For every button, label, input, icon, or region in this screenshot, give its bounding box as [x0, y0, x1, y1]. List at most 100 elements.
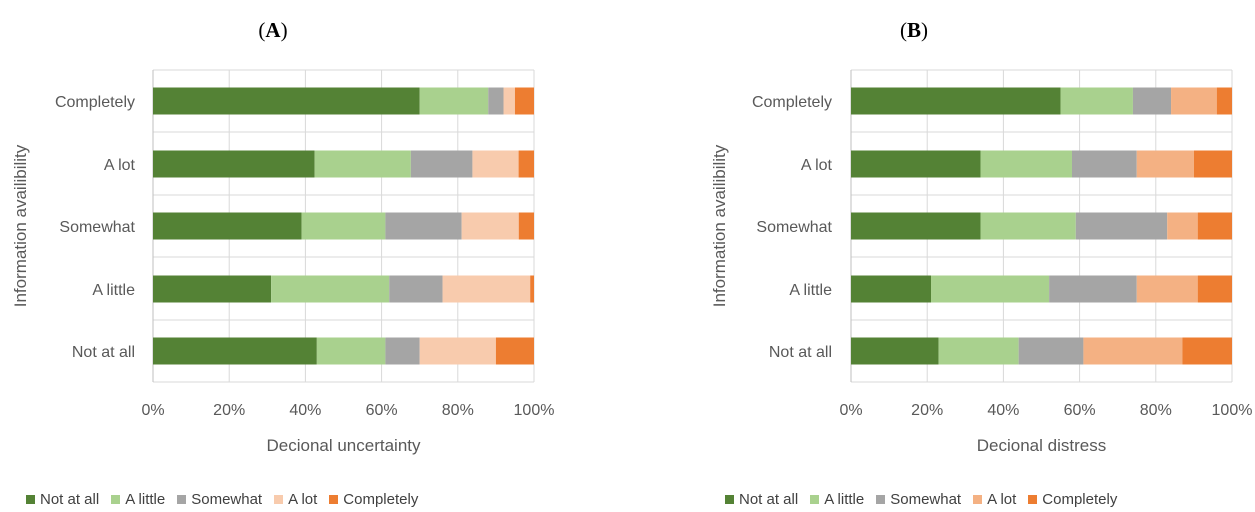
legend-label: Completely: [1042, 491, 1118, 508]
legend-item-completely: Completely: [1028, 491, 1117, 508]
bar-a-little-a-little: [931, 275, 1050, 303]
x-tick-label: 100%: [514, 402, 555, 419]
x-tick-label: 20%: [213, 402, 245, 419]
bar-completely-a-lot: [1171, 87, 1217, 115]
x-tick-label: 60%: [366, 402, 398, 419]
bar-a-lot-a-little: [980, 150, 1072, 178]
bar-a-little-a-little: [271, 275, 390, 303]
bar-completely-somewhat: [488, 87, 504, 115]
bar-not-at-all-somewhat: [1018, 337, 1084, 365]
bar-a-little-a-lot: [1136, 275, 1198, 303]
bar-a-lot-completely: [1193, 150, 1232, 178]
legend-label: A lot: [987, 491, 1017, 508]
legend-label: Not at all: [40, 491, 100, 508]
panel-b-label: (B): [899, 18, 928, 42]
bar-completely-a-little: [419, 87, 489, 115]
bar-a-little-completely: [1197, 275, 1232, 303]
legend-label: Somewhat: [890, 491, 962, 508]
category-label: Somewhat: [59, 219, 135, 236]
legend-swatch: [810, 495, 820, 504]
bar-somewhat-a-lot: [1167, 212, 1198, 240]
bar-a-lot-a-little: [314, 150, 411, 178]
bar-somewhat-somewhat: [1075, 212, 1168, 240]
bar-completely-somewhat: [1132, 87, 1172, 115]
legend-swatch: [329, 495, 339, 504]
bar-a-little-a-lot: [442, 275, 531, 303]
legend-label: A little: [125, 491, 166, 508]
y-axis-title: Information availibility: [11, 144, 30, 307]
bar-a-lot-not-at-all: [153, 150, 315, 178]
bar-somewhat-a-lot: [461, 212, 519, 240]
bar-completely-completely: [1216, 87, 1232, 115]
legend-swatch: [274, 495, 284, 504]
bar-somewhat-a-little: [301, 212, 386, 240]
bar-a-lot-completely: [518, 150, 534, 178]
legend-label: Completely: [343, 491, 419, 508]
bar-not-at-all-completely: [1182, 337, 1232, 365]
y-axis-title: Information availibility: [710, 144, 729, 307]
legend-swatch: [26, 495, 35, 504]
bar-not-at-all-not-at-all: [153, 337, 317, 365]
legend-item-a-lot: A lot: [973, 491, 1016, 508]
bar-completely-not-at-all: [153, 87, 420, 115]
x-tick-label: 40%: [987, 402, 1019, 419]
category-label: Not at all: [769, 344, 832, 361]
x-tick-label: 60%: [1064, 402, 1096, 419]
x-tick-label: 0%: [839, 402, 862, 419]
legend-swatch: [973, 495, 983, 504]
bar-a-little-completely: [530, 275, 534, 303]
bar-completely-not-at-all: [851, 87, 1061, 115]
x-axis-title: Decional distress: [977, 436, 1106, 455]
x-tick-label: 20%: [911, 402, 943, 419]
bar-somewhat-somewhat: [385, 212, 462, 240]
bar-not-at-all-not-at-all: [851, 337, 939, 365]
bar-a-lot-not-at-all: [851, 150, 981, 178]
bar-not-at-all-a-little: [316, 337, 386, 365]
category-label: A little: [789, 282, 832, 299]
bar-completely-completely: [514, 87, 534, 115]
legend-swatch: [111, 495, 121, 504]
legend-label: Somewhat: [191, 491, 263, 508]
bar-somewhat-not-at-all: [153, 212, 302, 240]
bar-not-at-all-a-lot: [1083, 337, 1183, 365]
legend-item-not-at-all: Not at all: [26, 491, 99, 508]
legend-item-a-little: A little: [810, 491, 864, 508]
category-label: Completely: [752, 94, 832, 111]
bar-a-little-not-at-all: [153, 275, 272, 303]
category-label: A lot: [801, 157, 833, 174]
x-axis-title: Decional uncertainty: [266, 436, 421, 455]
legend-swatch: [177, 495, 187, 504]
bar-somewhat-completely: [518, 212, 534, 240]
legend-swatch: [725, 495, 734, 504]
bar-not-at-all-a-lot: [419, 337, 496, 365]
legend-swatch: [876, 495, 886, 504]
legend-item-a-lot: A lot: [274, 491, 317, 508]
bar-not-at-all-somewhat: [385, 337, 420, 365]
x-tick-label: 40%: [289, 402, 321, 419]
x-tick-label: 100%: [1212, 402, 1253, 419]
legend-label: A little: [824, 491, 865, 508]
bar-a-lot-somewhat: [410, 150, 473, 178]
bar-a-lot-a-lot: [1136, 150, 1194, 178]
legend-item-a-little: A little: [111, 491, 165, 508]
chart-a: Completely A lot Somewhat A little Not at al…: [11, 69, 555, 455]
bar-a-little-not-at-all: [851, 275, 932, 303]
x-tick-label: 80%: [1140, 402, 1172, 419]
bar-a-little-somewhat: [1049, 275, 1137, 303]
legend-item-completely: Completely: [329, 491, 418, 508]
legend-label: Not at all: [739, 491, 799, 508]
panel-a-label: (A): [258, 18, 288, 42]
bar-somewhat-completely: [1197, 212, 1232, 240]
legend-item-somewhat: Somewhat: [876, 491, 961, 508]
chart-b: Completely A lot Somewhat A little Not at al…: [710, 69, 1253, 455]
bar-completely-a-lot: [503, 87, 515, 115]
bar-a-little-somewhat: [389, 275, 443, 303]
bar-completely-a-little: [1060, 87, 1133, 115]
bar-somewhat-a-little: [980, 212, 1076, 240]
legend-a: Not at all A little Somewhat A lot Completel…: [26, 491, 430, 508]
panel-a: (A) Completely A lot Somewhat A little Not a…: [0, 0, 600, 512]
bar-a-lot-somewhat: [1071, 150, 1137, 178]
bar-not-at-all-a-little: [938, 337, 1019, 365]
legend-item-not-at-all: Not at all: [725, 491, 798, 508]
bar-not-at-all-completely: [495, 337, 534, 365]
